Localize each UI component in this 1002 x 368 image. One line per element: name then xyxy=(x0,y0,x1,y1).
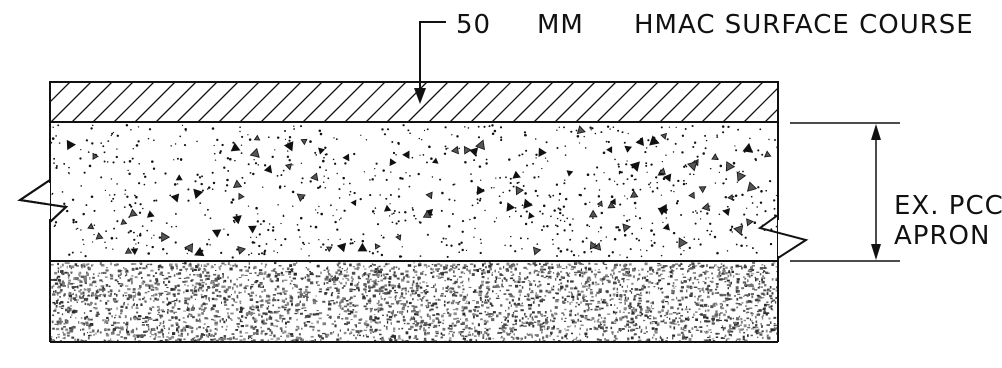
aggregate-base-layer xyxy=(49,261,779,343)
pcc-label-line1: EX. PCC xyxy=(894,191,1002,221)
pcc-label-line2: APRON xyxy=(894,221,990,251)
hmac-unit-label: MM xyxy=(537,10,584,40)
pcc-dimension xyxy=(790,122,900,262)
break-line-right xyxy=(757,214,809,259)
hmac-leader xyxy=(414,21,446,104)
hmac-material-label: HMAC SURFACE COURSE xyxy=(634,10,974,40)
pcc-apron-layer xyxy=(49,122,779,262)
hmac-thickness-label: 50 xyxy=(456,10,491,40)
hmac-surface-layer xyxy=(49,81,779,123)
